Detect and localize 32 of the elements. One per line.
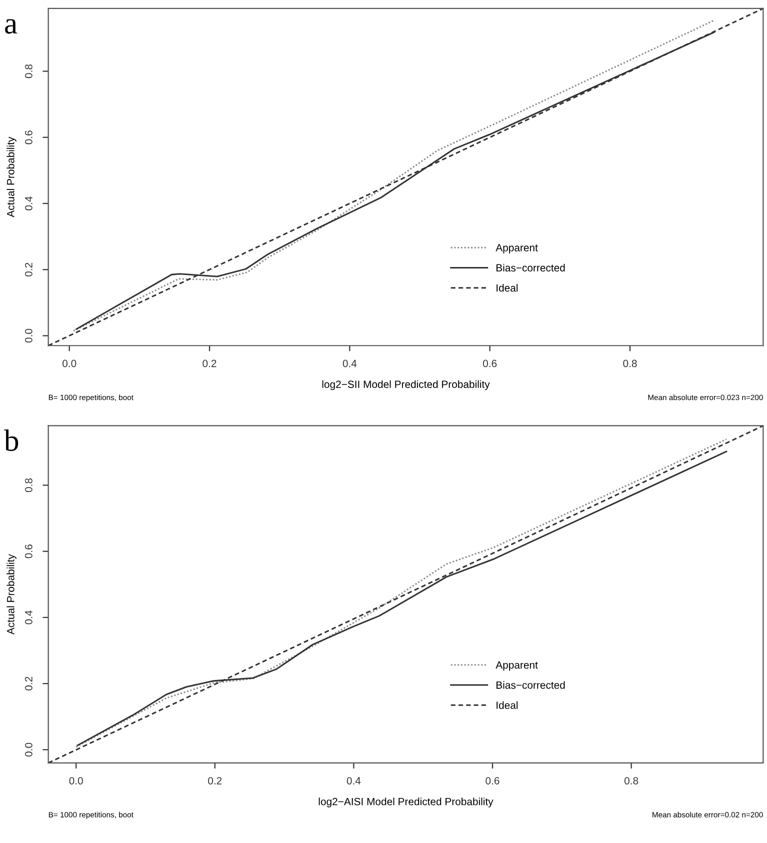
y-tick-label: 0.4 xyxy=(24,196,32,210)
x-tick-label: 0.8 xyxy=(624,777,638,784)
y-tick-label: 0.8 xyxy=(24,64,32,78)
y-tick-label: 0.2 xyxy=(24,676,32,690)
x-tick-label: 0.8 xyxy=(623,360,637,368)
legend-label: Bias−corrected xyxy=(496,264,565,272)
x-axis-title: log2−SII Model Predicted Probability xyxy=(322,380,490,390)
x-tick-label: 0.4 xyxy=(342,360,357,368)
legend-label: Ideal xyxy=(496,701,518,709)
x-axis-title: log2−AISI Model Predicted Probability xyxy=(318,798,494,808)
y-tick-label: 0.6 xyxy=(24,130,32,144)
legend-label: Ideal xyxy=(496,284,518,292)
x-tick-label: 0.4 xyxy=(346,777,361,784)
x-tick-label: 0.0 xyxy=(69,777,83,784)
y-tick-label: 0.8 xyxy=(24,478,32,492)
y-tick-label: 0.2 xyxy=(24,262,32,276)
chart-title: b xyxy=(4,430,18,452)
x-tick-label: 0.6 xyxy=(483,360,497,368)
y-tick-label: 0.4 xyxy=(24,610,32,624)
legend-label: Bias−corrected xyxy=(496,681,565,689)
y-axis-title: Actual Probability xyxy=(6,554,16,635)
x-tick-label: 0.2 xyxy=(208,777,222,784)
y-tick-label: 0.0 xyxy=(24,742,32,757)
y-axis-title: Actual Probability xyxy=(6,136,16,218)
y-tick-label: 0.0 xyxy=(24,328,32,343)
legend-label: Apparent xyxy=(496,661,538,671)
y-tick-label: 0.6 xyxy=(24,544,32,558)
x-tick-label: 0.2 xyxy=(202,360,216,368)
chart-title: a xyxy=(5,19,18,34)
legend-label: Apparent xyxy=(496,244,538,254)
x-tick-label: 0.6 xyxy=(486,777,500,784)
x-tick-label: 0.0 xyxy=(62,360,76,368)
